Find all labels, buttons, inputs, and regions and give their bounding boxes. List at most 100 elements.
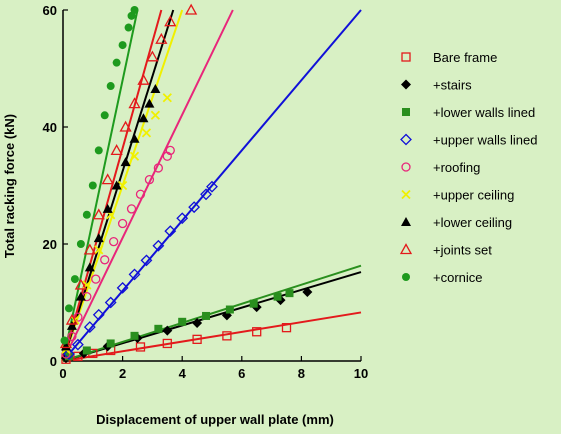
data-point-series-6 [102, 203, 113, 213]
y-tick-label: 0 [50, 354, 57, 369]
x-tick-label: 0 [59, 366, 66, 381]
data-point-series-7 [74, 278, 87, 290]
legend-label-3: +upper walls lined [433, 133, 537, 148]
data-point-series-2 [130, 331, 139, 340]
legend-label-6: +lower ceiling [433, 215, 512, 230]
data-point-series-7 [146, 50, 159, 62]
data-point-series-3 [164, 225, 177, 238]
data-point-series-5 [129, 151, 140, 161]
data-point-series-6 [66, 320, 77, 330]
data-point-series-8 [82, 210, 91, 219]
data-point-series-8 [112, 58, 121, 67]
data-point-series-4 [100, 255, 110, 265]
x-tick-label: 6 [238, 366, 245, 381]
x-axis-title: Displacement of upper wall plate (mm) [96, 412, 334, 427]
y-tick-label: 40 [43, 120, 57, 135]
data-point-series-3 [176, 212, 189, 225]
data-point-series-4 [117, 218, 128, 229]
data-point-series-3 [92, 308, 105, 321]
y-tick-label: 60 [43, 3, 57, 18]
legend-label-1: +stairs [433, 78, 472, 93]
data-point-series-7 [185, 3, 198, 15]
data-point-series-2 [285, 289, 294, 298]
legend-marker-7 [399, 243, 413, 255]
legend-marker-0 [401, 52, 411, 62]
trend-line-series-8 [62, 9, 139, 362]
data-point-series-7 [101, 173, 114, 185]
data-point-series-8 [100, 111, 109, 120]
x-tick-label: 10 [354, 366, 368, 381]
data-point-series-8 [124, 23, 133, 32]
data-point-series-2 [106, 339, 115, 348]
data-point-series-2 [225, 305, 234, 314]
data-point-series-8 [76, 240, 85, 248]
data-point-series-3 [71, 338, 84, 351]
data-point-series-4 [73, 312, 83, 322]
data-point-series-3 [206, 180, 218, 193]
data-point-series-3 [152, 239, 165, 252]
data-point-series-4 [162, 151, 172, 161]
legend-label-7: +joints set [433, 243, 492, 258]
data-point-series-8 [88, 181, 97, 190]
data-point-series-3 [116, 281, 129, 294]
data-point-series-8 [70, 275, 79, 284]
data-point-series-7 [137, 73, 150, 85]
data-point-series-6 [75, 291, 86, 301]
data-point-series-6 [138, 113, 149, 123]
data-point-series-8 [94, 146, 103, 155]
legend: Bare frame +stairs +lower walls lined +uppe… [399, 50, 537, 285]
data-point-series-2 [154, 324, 163, 333]
data-point-series-6 [60, 341, 71, 351]
data-point-series-4 [109, 237, 119, 247]
data-point-series-5 [150, 110, 161, 120]
data-point-series-0 [135, 342, 146, 352]
data-point-series-3 [63, 348, 75, 360]
data-point-series-1 [192, 317, 203, 328]
data-point-series-6 [144, 98, 155, 108]
data-point-series-6 [129, 133, 140, 143]
data-point-series-2 [249, 299, 258, 308]
data-point-series-1 [302, 286, 313, 297]
data-point-series-3 [200, 188, 212, 201]
data-point-series-4 [135, 189, 146, 199]
data-point-series-2 [273, 292, 282, 301]
trend-line-series-0 [62, 311, 362, 362]
data-point-series-4 [91, 274, 101, 284]
data-point-series-0 [222, 331, 232, 341]
legend-marker-2 [402, 108, 410, 116]
data-point-series-7 [128, 97, 141, 109]
trend-line-series-3 [62, 9, 362, 362]
data-point-series-4 [144, 174, 155, 185]
data-point-series-0 [252, 327, 262, 337]
data-point-series-6 [150, 83, 161, 93]
x-tick-label: 4 [179, 366, 187, 381]
data-point-series-7 [83, 243, 96, 255]
y-tick-label: 20 [43, 237, 57, 252]
data-point-series-8 [130, 6, 139, 14]
data-point-series-4 [126, 204, 137, 214]
data-point-series-5 [82, 280, 92, 290]
data-point-series-7 [92, 208, 105, 220]
legend-label-8: +cornice [433, 270, 483, 285]
data-point-series-6 [120, 157, 131, 167]
data-point-series-4 [153, 163, 164, 173]
legend-marker-1 [401, 79, 411, 90]
trend-lines [62, 9, 362, 362]
data-point-series-0 [162, 338, 172, 349]
legend-marker-5 [401, 189, 411, 200]
data-point-series-8 [106, 82, 115, 91]
data-points [59, 3, 313, 364]
legend-label-2: +lower walls lined [433, 105, 535, 120]
trend-line-series-7 [62, 9, 163, 362]
data-point-series-6 [84, 262, 95, 272]
legend-marker-4 [401, 162, 411, 172]
data-point-series-3 [83, 321, 96, 333]
data-point-series-7 [65, 313, 79, 325]
data-point-series-6 [93, 233, 104, 243]
data-point-series-6 [111, 180, 122, 190]
legend-marker-6 [401, 217, 411, 226]
data-point-series-5 [141, 128, 152, 138]
data-point-series-7 [155, 32, 168, 44]
legend-marker-3 [400, 133, 412, 146]
